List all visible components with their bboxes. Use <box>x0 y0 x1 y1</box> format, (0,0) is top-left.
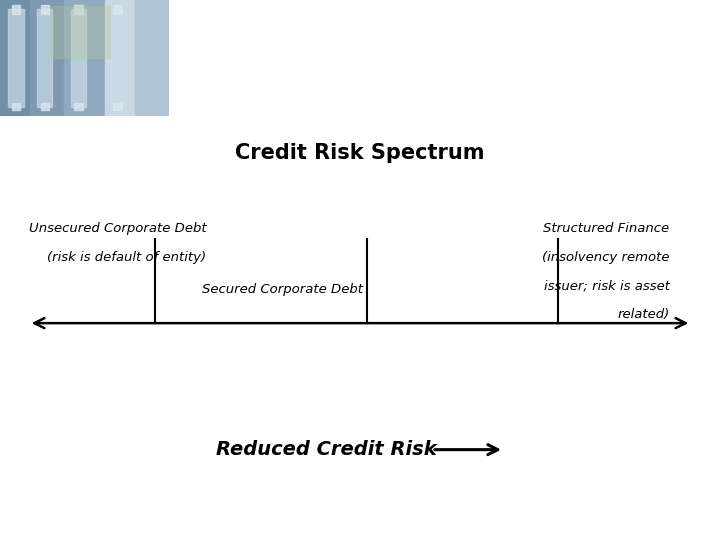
Text: (risk is default of entity): (risk is default of entity) <box>47 251 206 264</box>
Bar <box>50 6 110 58</box>
Bar <box>113 103 122 110</box>
Text: related): related) <box>617 308 670 321</box>
Bar <box>74 103 83 110</box>
Text: CMBS Rating vs.LPT Corporate: CMBS Rating vs.LPT Corporate <box>192 25 631 50</box>
Bar <box>113 5 122 14</box>
Bar <box>37 9 53 107</box>
Text: issuer; risk is asset: issuer; risk is asset <box>544 280 670 293</box>
Bar <box>12 103 20 110</box>
Bar <box>9 9 24 107</box>
Text: Standard & Poor's: Standard & Poor's <box>549 513 704 526</box>
Bar <box>135 0 169 116</box>
Bar <box>0 0 34 116</box>
Bar <box>110 9 125 107</box>
Text: Secured Corporate Debt: Secured Corporate Debt <box>202 284 363 296</box>
Text: 3: 3 <box>356 513 364 526</box>
Text: (insolvency remote: (insolvency remote <box>542 251 670 264</box>
Bar <box>12 5 20 14</box>
Text: Structured Finance: Structured Finance <box>544 222 670 235</box>
Bar <box>40 5 49 14</box>
Text: Reduced Credit Risk: Reduced Credit Risk <box>216 440 437 459</box>
Bar <box>30 0 68 116</box>
Bar <box>64 0 108 116</box>
Bar <box>40 103 49 110</box>
Text: Rating: Rating <box>192 72 285 96</box>
Text: Credit Risk Spectrum: Credit Risk Spectrum <box>235 143 485 163</box>
Bar <box>105 0 139 116</box>
Bar <box>74 5 83 14</box>
Bar <box>71 9 86 107</box>
Text: Unsecured Corporate Debt: Unsecured Corporate Debt <box>29 222 207 235</box>
